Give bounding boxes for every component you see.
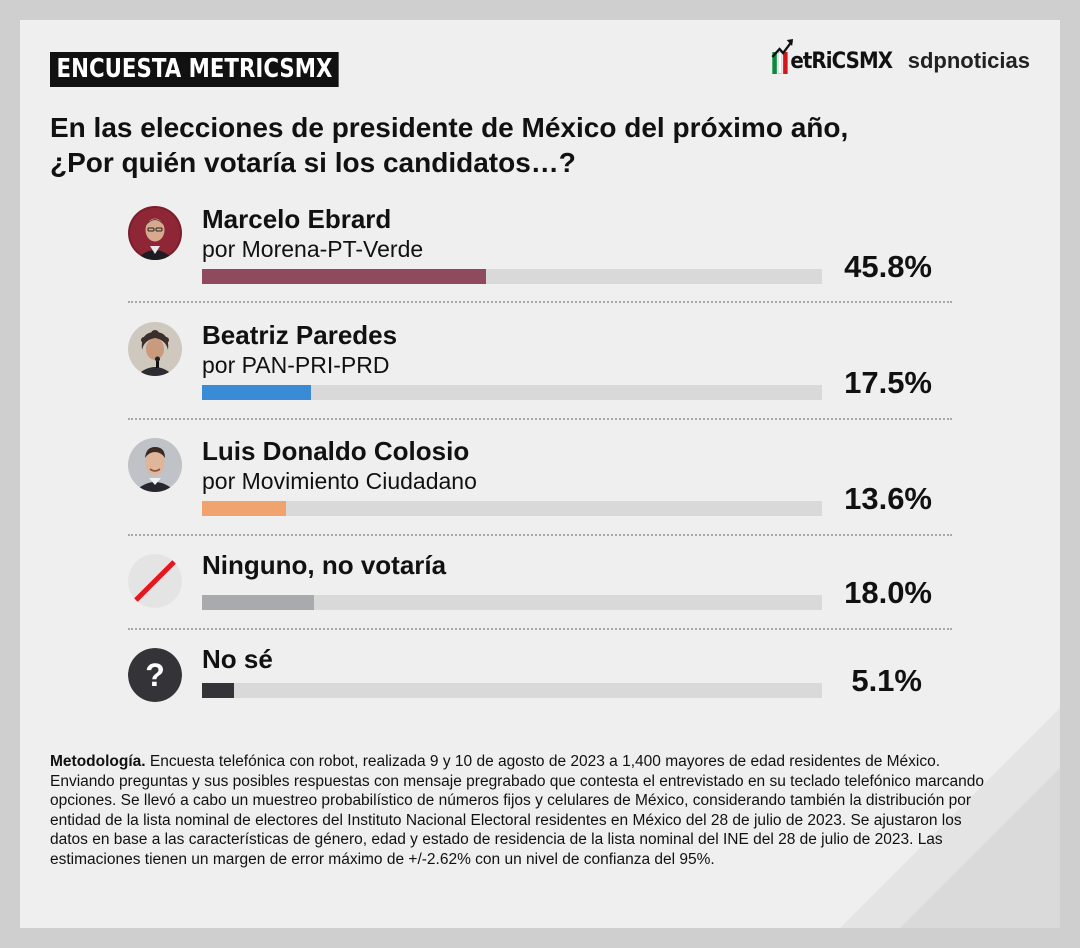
row-divider <box>128 301 952 303</box>
bar-fill <box>202 385 311 400</box>
slash-icon <box>128 554 182 608</box>
bar-value-label: 18.0% <box>844 575 932 611</box>
row-divider <box>128 628 952 630</box>
candidate-party: por Movimiento Ciudadano <box>202 468 477 495</box>
bar-track <box>202 385 822 400</box>
bar-fill <box>202 595 314 610</box>
row-divider <box>128 534 952 536</box>
candidate-name: Ninguno, no votaría <box>202 550 446 581</box>
poll-card: ENCUESTA METRICSMX etRiCSMX sdpnoticias … <box>20 20 1060 928</box>
bar-value-label: 5.1% <box>851 663 922 699</box>
bar-value-label: 17.5% <box>844 365 932 401</box>
candidate-name: No sé <box>202 644 273 675</box>
avatar-marcelo-ebrard <box>128 206 182 260</box>
candidate-party: por PAN-PRI-PRD <box>202 352 389 379</box>
bar-fill <box>202 269 486 284</box>
bar-track <box>202 595 822 610</box>
bar-value-label: 45.8% <box>844 249 932 285</box>
bar-value-label: 13.6% <box>844 481 932 517</box>
candidate-name: Marcelo Ebrard <box>202 204 391 235</box>
bar-track <box>202 269 822 284</box>
bar-fill <box>202 501 286 516</box>
bar-track <box>202 683 822 698</box>
candidate-name: Beatriz Paredes <box>202 320 397 351</box>
question-icon: ? <box>128 648 182 702</box>
bar-track <box>202 501 822 516</box>
methodology-label: Metodología. <box>50 753 146 770</box>
candidate-party: por Morena-PT-Verde <box>202 236 423 263</box>
results-chart: Marcelo Ebrard por Morena-PT-Verde 45.8% Be… <box>20 20 1060 720</box>
methodology: Metodología. Encuesta telefónica con rob… <box>50 752 990 869</box>
methodology-text: Encuesta telefónica con robot, realizada… <box>50 753 984 868</box>
avatar-luis-donaldo-colosio <box>128 438 182 492</box>
row-divider <box>128 418 952 420</box>
avatar-beatriz-paredes <box>128 322 182 376</box>
candidate-name: Luis Donaldo Colosio <box>202 436 469 467</box>
svg-text:?: ? <box>145 657 165 693</box>
bar-fill <box>202 683 234 698</box>
